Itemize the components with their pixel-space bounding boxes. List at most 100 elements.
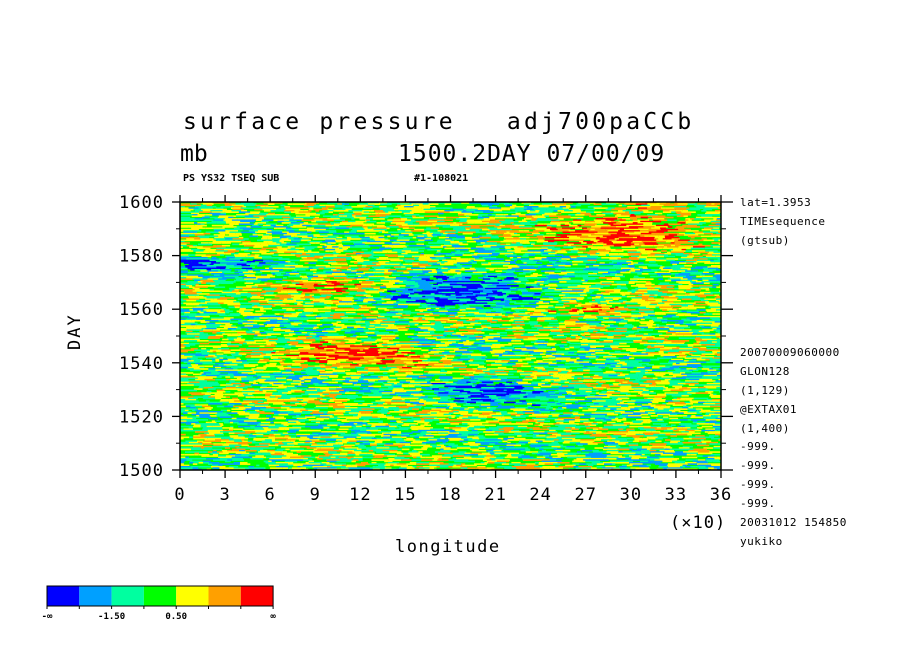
heatmap-cell xyxy=(323,318,329,321)
heatmap-cell xyxy=(648,333,663,335)
heatmap-cell xyxy=(320,319,325,322)
heatmap-cell xyxy=(709,333,716,335)
heatmap-cell xyxy=(702,231,709,234)
heatmap-cell xyxy=(715,274,721,276)
heatmap-cell xyxy=(504,278,519,281)
heatmap-cell xyxy=(357,259,370,262)
heatmap-cell xyxy=(380,282,395,285)
heatmap-cell xyxy=(241,264,250,267)
heatmap-cell xyxy=(638,294,643,297)
heatmap-cell xyxy=(469,224,481,227)
heatmap-cell xyxy=(200,321,210,323)
heatmap-cell xyxy=(346,277,355,279)
heatmap-cell xyxy=(637,238,644,240)
heatmap-cell xyxy=(424,235,428,238)
heatmap-cell xyxy=(675,254,689,256)
heatmap-cell xyxy=(482,228,490,231)
heatmap-cell xyxy=(450,235,465,238)
heatmap-cell xyxy=(605,313,611,315)
heatmap-cell xyxy=(631,313,641,315)
heatmap-cell xyxy=(718,349,721,352)
heatmap-cell xyxy=(197,340,209,342)
heatmap-cell xyxy=(625,331,635,334)
heatmap-cell xyxy=(271,278,283,281)
heatmap-cell xyxy=(505,301,510,303)
heatmap-cell xyxy=(517,239,530,242)
heatmap-cell xyxy=(440,263,454,266)
heatmap-cell xyxy=(602,319,608,322)
heatmap-cell xyxy=(338,246,350,248)
heatmap-cell xyxy=(504,219,514,222)
heatmap-cell xyxy=(669,248,673,251)
heatmap-cell xyxy=(449,344,464,346)
heatmap-cell xyxy=(609,258,618,260)
heatmap-cell xyxy=(313,302,325,305)
heatmap-cell xyxy=(414,291,425,294)
heatmap-cell xyxy=(299,329,305,331)
heatmap-cell xyxy=(661,319,675,322)
heatmap-cell xyxy=(427,235,433,238)
heatmap-cell xyxy=(353,317,363,319)
heatmap-cell xyxy=(565,294,575,297)
heatmap-cell xyxy=(609,254,621,256)
heatmap-cell xyxy=(585,282,594,285)
heatmap-cell xyxy=(712,247,721,250)
heatmap-cell xyxy=(658,293,667,295)
heatmap-cell xyxy=(491,232,504,235)
heatmap-cell xyxy=(366,317,378,319)
heatmap-cell xyxy=(604,346,611,349)
heatmap-cell xyxy=(675,302,686,305)
heatmap-cell xyxy=(540,278,550,281)
heatmap-cell xyxy=(237,218,253,220)
heatmap-cell xyxy=(662,247,666,250)
heatmap-cell xyxy=(364,345,378,348)
heatmap-cell xyxy=(620,254,629,256)
heatmap-cell xyxy=(685,302,696,305)
heatmap-cell xyxy=(487,290,493,293)
heatmap-cell xyxy=(252,306,264,309)
heatmap-cell xyxy=(428,263,433,266)
heatmap-cell xyxy=(670,260,686,263)
heatmap-cell xyxy=(505,259,511,262)
heatmap-cell xyxy=(507,295,522,298)
heatmap-cell xyxy=(581,242,587,244)
heatmap-cell xyxy=(712,238,721,240)
heatmap-cell xyxy=(240,305,255,307)
heatmap-cell xyxy=(411,278,418,281)
heatmap-cell xyxy=(609,256,621,259)
heatmap-cell xyxy=(627,263,634,266)
heatmap-cell xyxy=(527,313,533,315)
heatmap-cell xyxy=(263,260,273,263)
heatmap-cell xyxy=(466,303,477,306)
heatmap-cell xyxy=(388,281,403,283)
heatmap-cell xyxy=(667,278,681,281)
heatmap-cell xyxy=(185,331,197,334)
heatmap-cell xyxy=(465,281,473,283)
heatmap-cell xyxy=(664,235,674,238)
side-info-line: (1,129) xyxy=(740,384,790,397)
heatmap-cell xyxy=(246,203,257,205)
heatmap-cell xyxy=(609,274,615,276)
heatmap-cell xyxy=(524,252,529,255)
heatmap-cell xyxy=(202,342,210,345)
heatmap-cell xyxy=(556,326,566,329)
heatmap-cell xyxy=(225,232,236,235)
heatmap-cell xyxy=(666,331,676,334)
heatmap-cell xyxy=(197,243,208,246)
heatmap-cell xyxy=(507,255,513,258)
heatmap-cell xyxy=(391,341,400,343)
heatmap-cell xyxy=(442,319,448,322)
heatmap-cell xyxy=(239,243,247,246)
heatmap-cell xyxy=(591,285,604,287)
heatmap-cell xyxy=(597,348,612,350)
heatmap-cell xyxy=(233,338,246,341)
heatmap-cell xyxy=(318,290,328,293)
heatmap-cell xyxy=(541,270,555,272)
heatmap-cell xyxy=(544,281,550,283)
heatmap-cell xyxy=(531,326,535,329)
heatmap-cell xyxy=(264,330,274,333)
heatmap-cell xyxy=(701,344,716,346)
heatmap-cell xyxy=(288,275,300,278)
heatmap-cell xyxy=(252,234,264,236)
heatmap-cell xyxy=(180,204,192,207)
